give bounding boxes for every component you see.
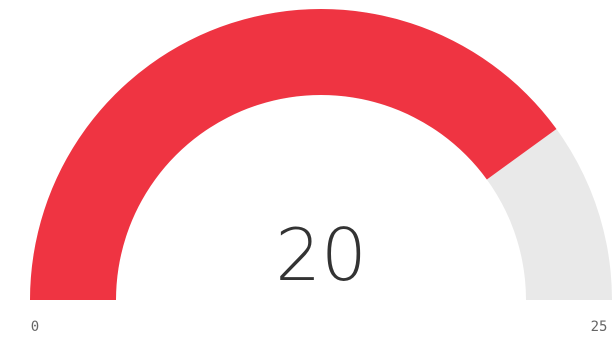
gauge-min-label: 0: [31, 319, 39, 335]
gauge-value-arc: [30, 9, 557, 300]
gauge-value-label: 20: [275, 213, 367, 297]
gauge-max-label: 25: [591, 319, 608, 335]
